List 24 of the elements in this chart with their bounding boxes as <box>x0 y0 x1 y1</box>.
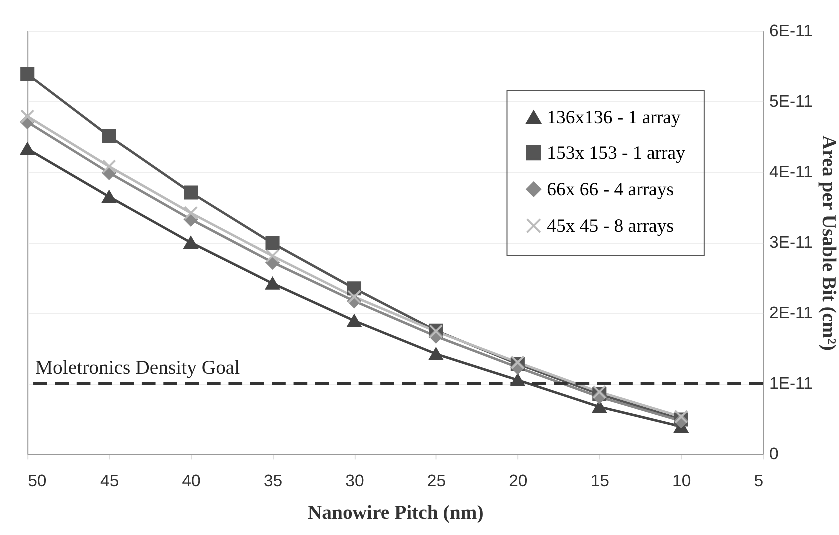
y-tick-label: 5E-11 <box>769 92 813 112</box>
y-tick-label: 0 <box>769 444 779 464</box>
y-axis-title: Area per Usable Bit (cm²) <box>818 136 839 351</box>
x-tick-label: 15 <box>590 471 610 490</box>
x-tick-label: 20 <box>509 471 528 490</box>
y-tick-label: 2E-11 <box>769 304 813 323</box>
x-tick-label: 50 <box>28 471 47 490</box>
y-tick-label: 4E-11 <box>769 162 813 182</box>
y-tick-label: 6E-11 <box>769 22 813 41</box>
x-tick-label: 30 <box>346 471 364 490</box>
legend-label: 136x136 - 1 array <box>547 107 682 128</box>
y-tick-label: 1E-11 <box>769 374 813 394</box>
ref-line-label: Moletronics Density Goal <box>35 356 241 379</box>
x-axis-title: Nanowire Pitch (nm) <box>308 502 484 524</box>
y-tick-label: 3E-11 <box>769 233 813 252</box>
legend-label: 153x 153 - 1 array <box>547 142 686 164</box>
x-tick-label: 40 <box>182 471 201 490</box>
x-tick-label: 5 <box>754 471 764 490</box>
x-tick-label: 10 <box>672 471 692 490</box>
x-tick-label: 25 <box>427 471 446 490</box>
x-tick-label: 45 <box>100 471 120 490</box>
legend-label: 45x 45 - 8 arrays <box>547 216 674 237</box>
legend-label: 66x 66 - 4 arrays <box>547 179 674 200</box>
x-tick-label: 35 <box>264 471 283 490</box>
